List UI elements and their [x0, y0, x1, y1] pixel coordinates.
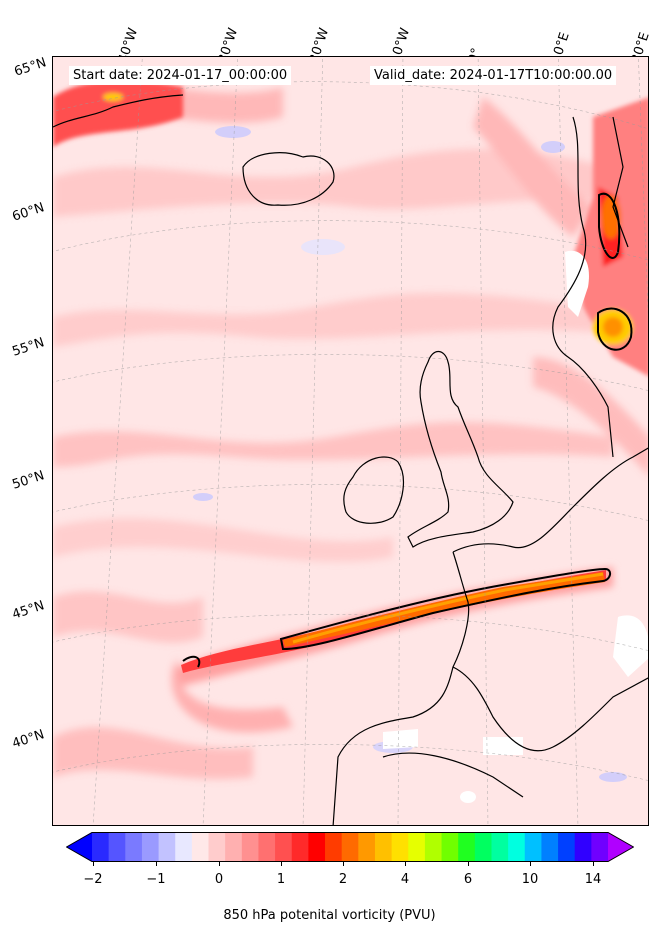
- colorbar-segment: [541, 832, 559, 862]
- colorbar-segment: [341, 832, 359, 862]
- colorbar-segment: [141, 832, 160, 862]
- colorbar-tick-mark: [93, 862, 94, 866]
- colorbar-extend-max: [608, 832, 634, 862]
- coast-france-north: [452, 447, 648, 553]
- coast-ireland: [343, 456, 405, 524]
- colorbar-outline: [65, 832, 635, 862]
- coast-scandinavia: [552, 116, 614, 458]
- colorbar-tick-label: −1: [146, 872, 166, 887]
- colorbar-segment: [175, 832, 193, 862]
- colorbar-tick-mark: [219, 862, 220, 866]
- colorbar-segment: [92, 832, 110, 862]
- coast-mediterranean: [452, 666, 648, 752]
- valid-date-label: Valid_date: 2024-01-17T10:00:00.00: [370, 66, 617, 85]
- colorbar-tick-label: 2: [338, 872, 348, 887]
- colorbar-segment: [241, 832, 260, 862]
- lat-label-45n: 45°N: [10, 598, 47, 623]
- map-canvas: [53, 57, 648, 825]
- pv-contour-baltic: [597, 307, 633, 351]
- lat-label-55n: 55°N: [10, 335, 47, 360]
- colorbar-segment: [441, 832, 459, 862]
- colorbar-segment: [408, 832, 426, 862]
- colorbar-tick-mark: [468, 862, 469, 866]
- colorbar-tick-mark: [593, 862, 594, 866]
- map-panel: [52, 56, 649, 826]
- colorbar-graphic: [65, 832, 635, 862]
- pv-contour-scandinavia: [598, 192, 621, 259]
- colorbar-tick-label: 10: [521, 872, 539, 887]
- colorbar-segment: [258, 832, 276, 862]
- colorbar-segment: [108, 832, 126, 862]
- colorbar-segment: [524, 832, 543, 862]
- start-date-label: Start date: 2024-01-17_00:00:00: [69, 66, 292, 85]
- coast-great-britain: [407, 350, 514, 548]
- pv-contour-filament: [279, 567, 611, 651]
- colorbar-tick-label: 14: [584, 872, 602, 887]
- colorbar-extend-min: [66, 832, 92, 862]
- pv-field-texture: [53, 85, 648, 780]
- colorbar-segment: [424, 832, 443, 862]
- coast-iceland: [242, 152, 335, 206]
- colorbar: [65, 832, 635, 862]
- colorbar-segment: [225, 832, 243, 862]
- colorbar-segment: [508, 832, 526, 862]
- colorbar-segment: [325, 832, 343, 862]
- colorbar-segment: [158, 832, 176, 862]
- colorbar-segment: [574, 832, 592, 862]
- colorbar-segment: [291, 832, 309, 862]
- colorbar-segment: [391, 832, 409, 862]
- pv-filament-peak: [292, 572, 604, 644]
- colorbar-segment: [458, 832, 476, 862]
- colorbar-segment: [125, 832, 143, 862]
- graticule: [53, 57, 648, 825]
- colorbar-segment: [208, 832, 226, 862]
- scandinavia-pv-maximum: [573, 97, 648, 376]
- greenland-pv-maximum: [53, 80, 183, 147]
- coast-iberia-west: [332, 551, 470, 825]
- colorbar-segment: [591, 832, 609, 862]
- colorbar-tick-label: 0: [214, 872, 224, 887]
- colorbar-segment: [308, 832, 326, 862]
- coastlines: [53, 94, 648, 825]
- lat-label-60n: 60°N: [10, 200, 47, 225]
- coast-greenland: [53, 94, 184, 128]
- colorbar-segment: [374, 832, 393, 862]
- colorbar-tick-mark: [156, 862, 157, 866]
- colorbar-tick-mark: [530, 862, 531, 866]
- coast-north-africa: [382, 752, 524, 798]
- lat-label-50n: 50°N: [10, 468, 47, 493]
- colorbar-tick-label: 4: [400, 872, 410, 887]
- lat-label-65n: 65°N: [12, 55, 49, 80]
- colorbar-tick-mark: [405, 862, 406, 866]
- colorbar-segment: [491, 832, 509, 862]
- colorbar-tick-mark: [343, 862, 344, 866]
- colorbar-segment: [275, 832, 293, 862]
- pv-contour-filament-west: [182, 655, 201, 668]
- colorbar-label: 850 hPa potenital vorticity (PVU): [223, 908, 436, 923]
- colorbar-segment: [191, 832, 210, 862]
- colorbar-tick-mark: [281, 862, 282, 866]
- pv-filament-maximum: [283, 572, 605, 647]
- lat-label-40n: 40°N: [10, 727, 47, 752]
- colorbar-segment: [558, 832, 576, 862]
- colorbar-tick-label: −2: [83, 872, 103, 887]
- colorbar-segment: [474, 832, 493, 862]
- colorbar-segment: [358, 832, 376, 862]
- coast-norway: [612, 116, 629, 248]
- colorbar-tick-label: 1: [276, 872, 286, 887]
- colorbar-tick-label: 6: [463, 872, 473, 887]
